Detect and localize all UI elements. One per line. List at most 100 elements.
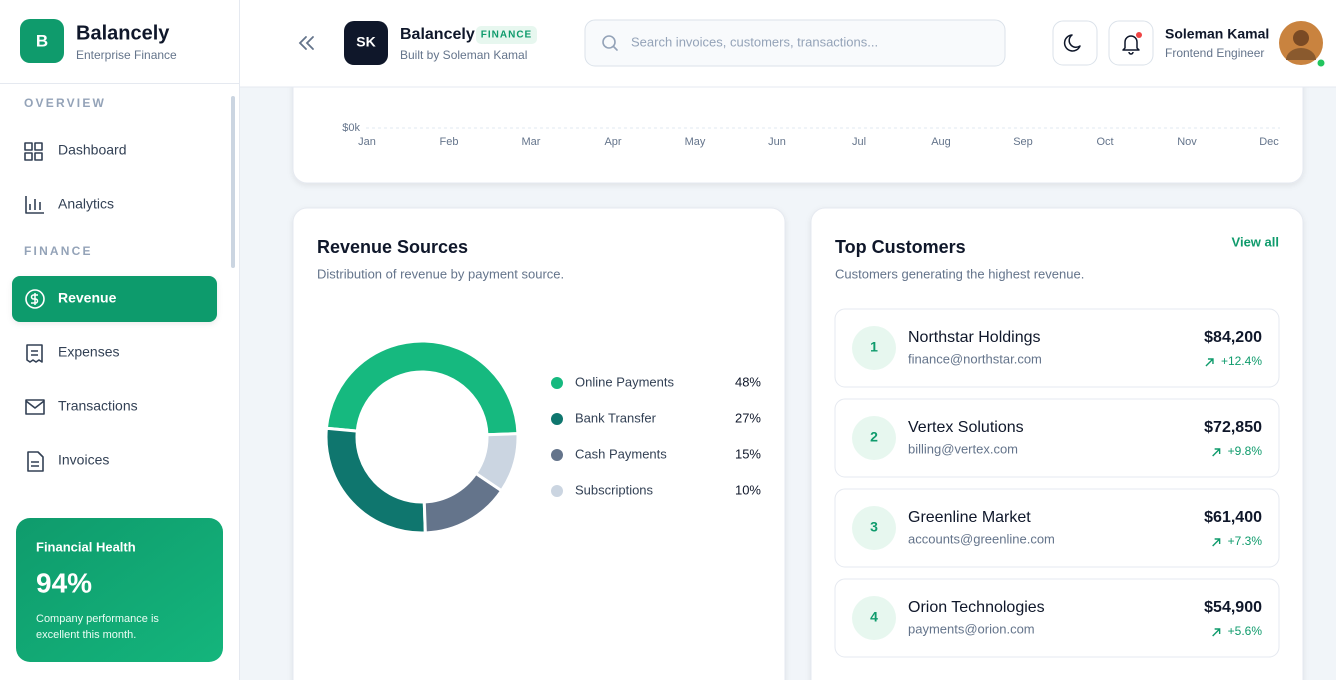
brand-avatar [344, 21, 388, 65]
nav-item[interactable]: Revenue [58, 290, 117, 306]
avatar-body [1286, 48, 1316, 60]
health-card [16, 518, 223, 662]
x-tick-label: May [685, 136, 706, 148]
collapse-icon [298, 36, 314, 50]
nav-item[interactable]: Dashboard [58, 142, 127, 158]
x-tick-label: Aug [931, 136, 951, 148]
donut-segment[interactable] [324, 339, 520, 437]
search-box[interactable] [584, 19, 1006, 67]
donut-segment[interactable] [473, 432, 520, 493]
nav-active-bg[interactable] [12, 276, 217, 322]
scrollbar[interactable] [231, 96, 235, 268]
x-tick-label: Mar [522, 136, 541, 148]
health-note: excellent this month. [36, 629, 136, 641]
nav-item[interactable]: Analytics [58, 196, 114, 212]
trend-arrow [1212, 448, 1221, 457]
collapse-button[interactable] [292, 29, 320, 57]
customer-email: finance@northstar.com [908, 351, 1042, 366]
brand-tagline: Enterprise Finance [76, 48, 177, 62]
x-tick-label: Dec [1259, 136, 1279, 148]
customer-amount: $84,200 [1204, 329, 1262, 346]
user-role: Frontend Engineer [1165, 46, 1264, 60]
customer-row[interactable] [834, 488, 1280, 568]
x-tick-label: Nov [1177, 136, 1197, 148]
health-value: 94% [36, 567, 92, 598]
rank-badge [852, 596, 896, 640]
notification-dot [1136, 32, 1142, 38]
x-tick-label: Feb [440, 136, 459, 148]
nav-icon [25, 196, 44, 214]
customer-change: +12.4% [1221, 354, 1262, 368]
x-tick-label: Jul [852, 136, 866, 148]
rank: 1 [870, 339, 878, 355]
x-tick-label: Jan [358, 136, 376, 148]
rank: 3 [870, 519, 878, 535]
legend-value: 10% [735, 482, 761, 497]
nav-icon [25, 399, 45, 415]
customer-row[interactable] [834, 578, 1280, 658]
search-icon-handle [612, 45, 618, 51]
customer-name: Greenline Market [908, 509, 1031, 526]
legend-swatch [551, 377, 563, 389]
customer-name: Orion Technologies [908, 599, 1045, 616]
card-subtitle: Customers generating the highest revenue… [835, 266, 1084, 281]
customer-amount: $54,900 [1204, 599, 1262, 616]
avatar-head [1293, 30, 1309, 46]
card-title: Revenue Sources [317, 237, 468, 257]
badge-bg [476, 26, 537, 44]
legend-label: Bank Transfer [575, 410, 657, 425]
customer-email: payments@orion.com [908, 621, 1035, 636]
rank-badge [852, 416, 896, 460]
search-placeholder: Search invoices, customers, transactions… [631, 34, 878, 49]
header-subtitle: Built by Soleman Kamal [400, 48, 527, 62]
trend-arrow [1212, 628, 1221, 637]
search[interactable]: Search invoices, customers, transactions… [584, 19, 1006, 67]
customer-name: Northstar Holdings [908, 329, 1041, 346]
rank: 2 [870, 429, 878, 445]
theme-button[interactable] [1052, 20, 1098, 66]
rank-badge [852, 326, 896, 370]
legend-label: Online Payments [575, 374, 674, 389]
nav-icon [30, 293, 39, 305]
legend-value: 15% [735, 446, 761, 461]
nav-item[interactable]: Expenses [58, 344, 119, 360]
brand-name: Balancely [76, 22, 170, 44]
customer-name: Vertex Solutions [908, 419, 1024, 436]
user-avatar[interactable] [1279, 21, 1327, 69]
customer-row[interactable] [834, 398, 1280, 478]
x-tick-label: Jun [768, 136, 786, 148]
search-icon [602, 35, 616, 49]
header-brand: Balancely [400, 26, 475, 43]
brand-initials: SK [356, 34, 375, 50]
customer-amount: $72,850 [1204, 419, 1262, 436]
legend-label: Subscriptions [575, 482, 654, 497]
customer-row[interactable] [834, 308, 1280, 388]
health-title: Financial Health [36, 539, 136, 554]
x-tick-label: Oct [1096, 136, 1113, 148]
legend-swatch [551, 449, 563, 461]
customer-change: +5.6% [1228, 624, 1263, 638]
view-all-link[interactable]: View all [1232, 234, 1279, 249]
nav-item[interactable]: Transactions [58, 398, 138, 414]
card-title: Top Customers [835, 237, 966, 257]
legend-value: 27% [735, 410, 761, 425]
rank: 4 [870, 609, 878, 625]
revenue-sources-card [292, 207, 786, 680]
nav-item[interactable]: Invoices [58, 452, 109, 468]
customer-email: accounts@greenline.com [908, 531, 1055, 546]
logo [20, 19, 64, 63]
customer-email: billing@vertex.com [908, 441, 1018, 456]
trend-arrow [1212, 538, 1221, 547]
health-note: Company performance is [36, 613, 159, 625]
theme-toggle[interactable] [1052, 20, 1098, 66]
nav-section: OVERVIEW [24, 96, 106, 110]
online-dot [1315, 57, 1327, 69]
notifications[interactable] [1108, 20, 1154, 66]
legend-swatch [551, 485, 563, 497]
nav-icon [24, 142, 43, 161]
badge: FINANCE [481, 30, 532, 41]
bell-button[interactable] [1108, 20, 1154, 66]
nav-icon [27, 451, 44, 472]
